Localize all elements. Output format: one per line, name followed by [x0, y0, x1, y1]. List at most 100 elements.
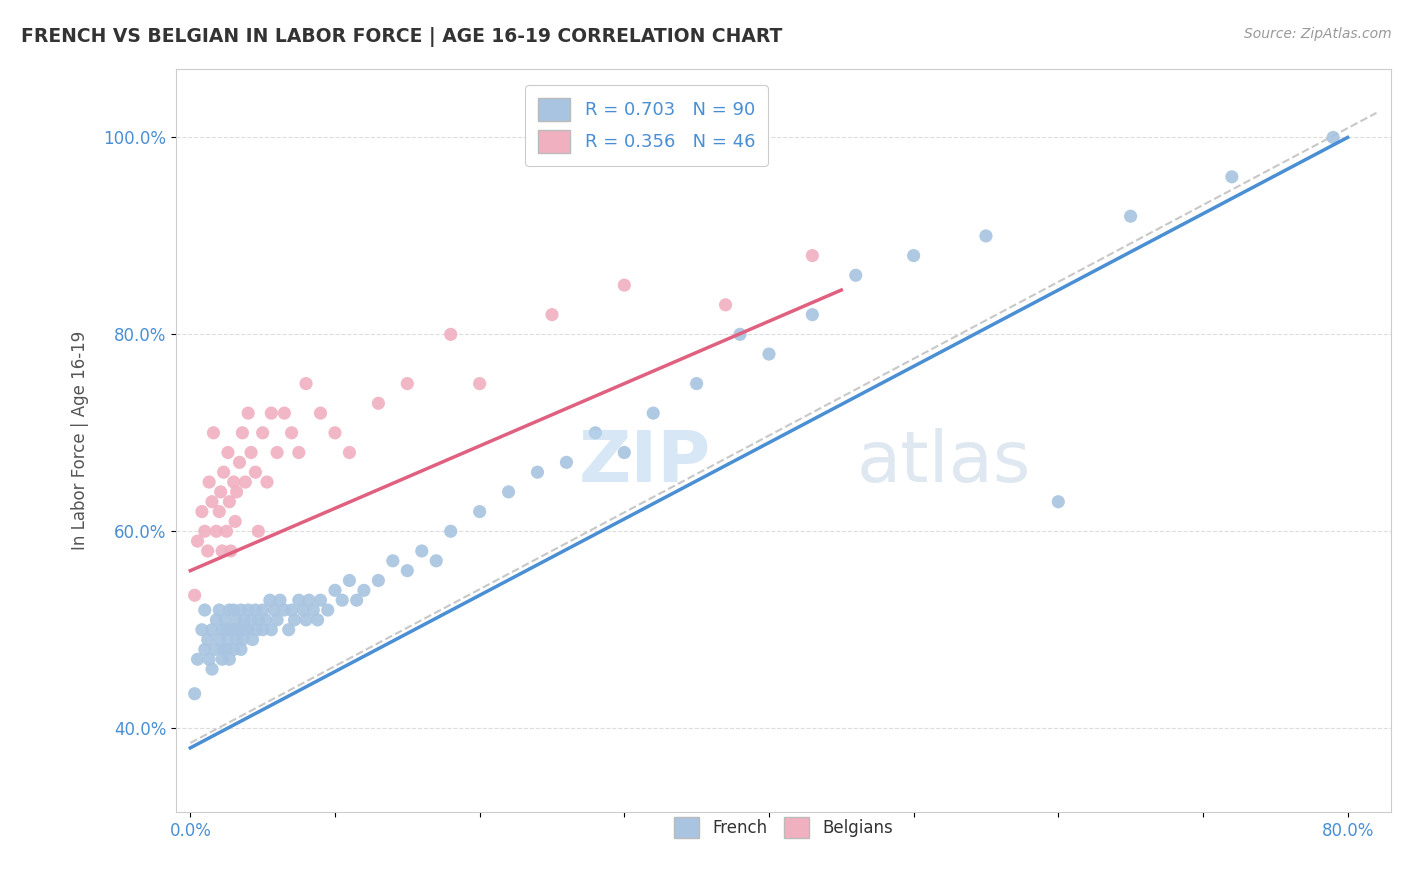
Point [339, 445, 361, 459]
Point [212, 465, 235, 479]
Text: FRENCH VS BELGIAN IN LABOR FORCE | AGE 16-19 CORRELATION CHART: FRENCH VS BELGIAN IN LABOR FORCE | AGE 1… [21, 27, 783, 46]
Point [381, 554, 404, 568]
Point [205, 524, 228, 539]
Point [643, 406, 665, 420]
Point [309, 593, 332, 607]
Point [259, 593, 281, 607]
Point [367, 396, 389, 410]
Point [330, 593, 353, 607]
Point [238, 603, 260, 617]
Point [201, 662, 224, 676]
Point [1322, 130, 1344, 145]
Point [273, 406, 295, 420]
Point [316, 603, 339, 617]
Point [194, 642, 217, 657]
Point [204, 642, 226, 657]
Point [226, 623, 249, 637]
Point [183, 588, 205, 602]
Point [425, 554, 447, 568]
Point [685, 376, 707, 391]
Point [245, 465, 267, 479]
Point [801, 249, 824, 263]
Point [256, 475, 278, 489]
Legend: French, Belgians: French, Belgians [668, 811, 900, 845]
Point [187, 652, 209, 666]
Point [541, 308, 564, 322]
Point [198, 652, 221, 666]
Point [468, 376, 491, 391]
Point [277, 623, 299, 637]
Point [280, 425, 302, 440]
Point [222, 603, 245, 617]
Point [231, 632, 253, 647]
Point [211, 652, 233, 666]
Point [218, 603, 240, 617]
Point [212, 642, 235, 657]
Point [555, 455, 578, 469]
Point [217, 632, 239, 647]
Point [222, 623, 245, 637]
Point [215, 623, 238, 637]
Point [273, 603, 295, 617]
Point [801, 308, 824, 322]
Point [468, 505, 491, 519]
Point [292, 603, 315, 617]
Point [758, 347, 780, 361]
Point [440, 327, 463, 342]
Point [526, 465, 548, 479]
Point [295, 376, 318, 391]
Point [254, 613, 277, 627]
Point [252, 425, 274, 440]
Point [288, 445, 311, 459]
Y-axis label: In Labor Force | Age 16-19: In Labor Force | Age 16-19 [72, 331, 89, 549]
Point [252, 603, 274, 617]
Point [246, 623, 269, 637]
Point [583, 425, 606, 440]
Point [218, 494, 240, 508]
Point [209, 484, 232, 499]
Point [194, 524, 217, 539]
Point [353, 583, 375, 598]
Point [211, 623, 233, 637]
Point [228, 455, 250, 469]
Point [194, 603, 217, 617]
Point [266, 613, 288, 627]
Point [238, 623, 260, 637]
Point [266, 445, 288, 459]
Point [1047, 494, 1070, 508]
Text: Source: ZipAtlas.com: Source: ZipAtlas.com [1244, 27, 1392, 41]
Point [280, 603, 302, 617]
Point [219, 623, 242, 637]
Point [974, 228, 997, 243]
Point [224, 515, 246, 529]
Point [714, 298, 737, 312]
Point [323, 425, 346, 440]
Point [225, 632, 247, 647]
Point [298, 593, 321, 607]
Point [440, 524, 463, 539]
Point [233, 623, 256, 637]
Point [903, 249, 925, 263]
Point [187, 534, 209, 549]
Point [302, 603, 325, 617]
Text: ZIP: ZIP [578, 428, 710, 497]
Point [215, 642, 238, 657]
Point [232, 613, 254, 627]
Point [198, 475, 221, 489]
Point [247, 613, 270, 627]
Point [323, 583, 346, 598]
Point [219, 544, 242, 558]
Point [613, 278, 636, 293]
Point [225, 484, 247, 499]
Point [307, 613, 329, 627]
Point [396, 376, 419, 391]
Point [201, 494, 224, 508]
Point [295, 613, 318, 627]
Point [183, 687, 205, 701]
Point [242, 632, 264, 647]
Point [613, 445, 636, 459]
Point [367, 574, 389, 588]
Point [240, 445, 263, 459]
Point [238, 406, 260, 420]
Point [225, 613, 247, 627]
